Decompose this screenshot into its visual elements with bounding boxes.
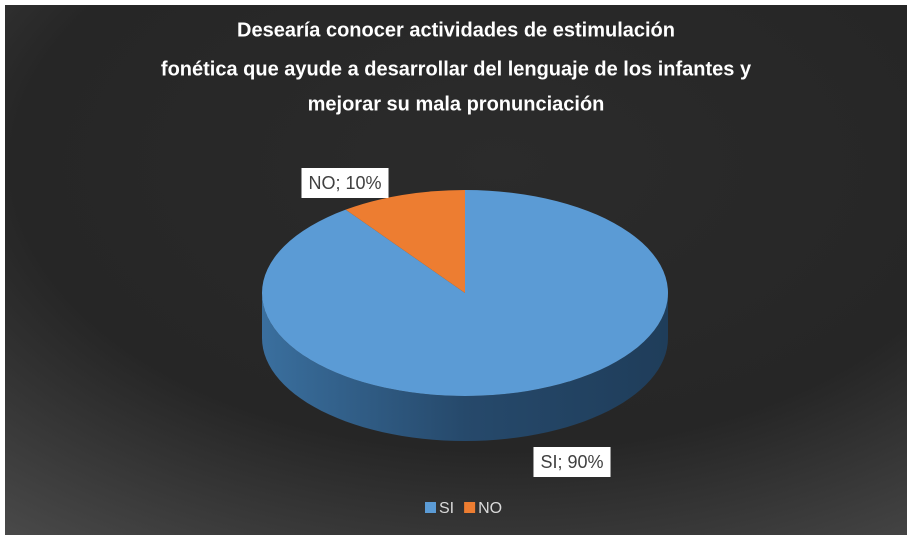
data-labels: SI; 90% NO; 10% [301,168,611,477]
pie-slice [345,190,465,293]
chart-title: mejorar su mala pronunciación [308,93,605,115]
legend-label: SI [439,500,454,517]
chart-title: Desearía conocer actividades de estimula… [237,19,675,41]
data-label-text: SI; 90% [540,452,603,472]
data-label-box [301,168,389,198]
data-label: SI; 90% [533,447,611,477]
data-label: NO; 10% [301,168,389,198]
data-label-text: NO; 10% [308,173,381,193]
legend: SI NO [425,500,502,517]
data-label-box [533,447,611,477]
legend-label: NO [478,500,502,517]
pie-side [262,293,668,441]
legend-swatch [425,502,436,513]
legend-swatch [464,502,476,513]
pie [261,190,668,441]
chart-title: fonética que ayude a desarrollar del len… [161,58,752,80]
